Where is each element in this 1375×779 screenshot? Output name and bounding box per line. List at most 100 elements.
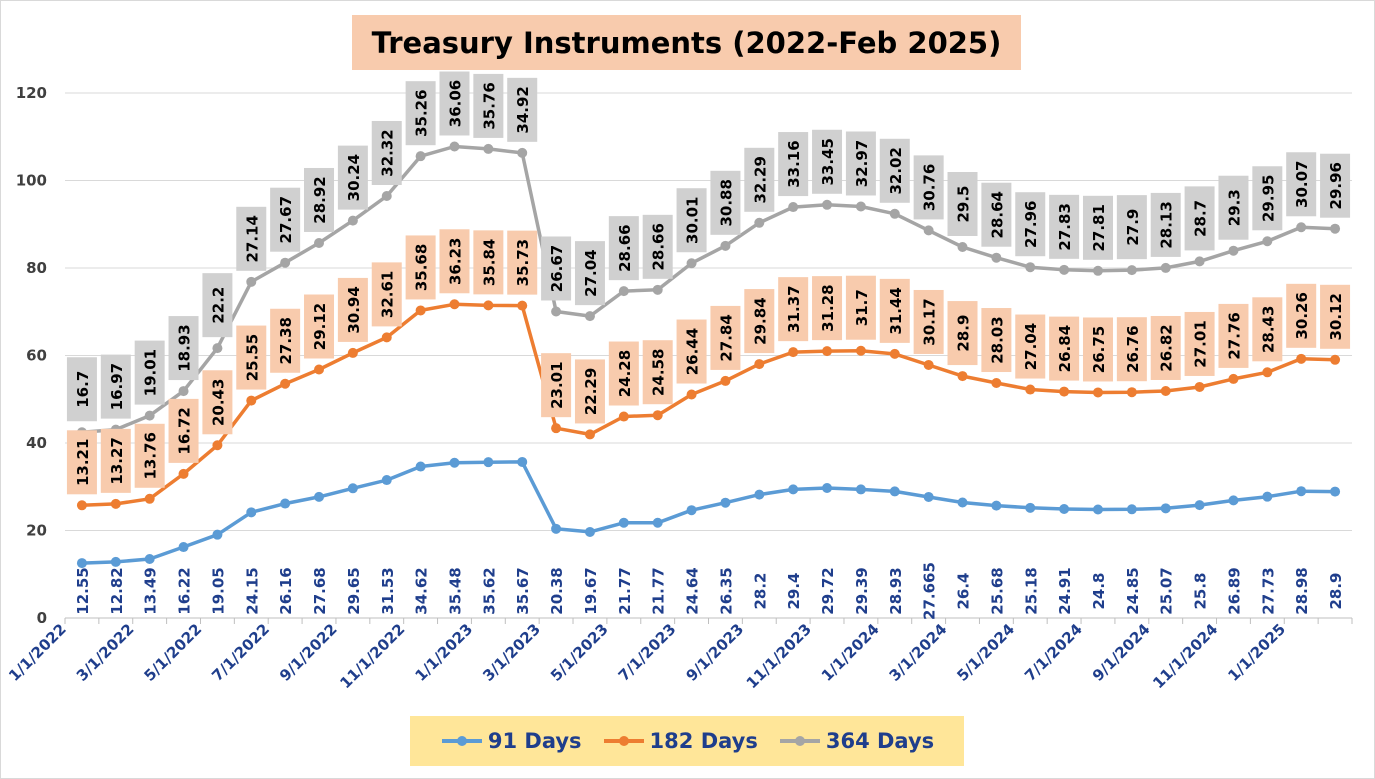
series-91-days-point [652, 517, 663, 528]
series-364-days-data-label: 26.67 [548, 245, 566, 292]
series-364-days-data-label: 28.13 [1158, 201, 1176, 248]
series-364-days-point [1092, 265, 1103, 276]
series-182-days-point [652, 410, 663, 421]
series-91-days-point [1126, 504, 1137, 515]
series-182-days-data-label: 22.29 [582, 368, 600, 415]
series-91-days-data-label: 25.68 [988, 567, 1006, 614]
series-182-days-point [1296, 353, 1307, 364]
series-364-days-point [618, 286, 629, 297]
series-91-days-point [1330, 486, 1341, 497]
series-364-days-label-box [134, 340, 165, 405]
series-182-days-point [957, 371, 968, 382]
series-182-days-label-box [337, 277, 368, 342]
series-364-days-label-box [1049, 194, 1080, 259]
series-91-days-point [314, 491, 325, 502]
legend-item: 182 Days [602, 729, 758, 753]
series-91-days-data-label: 12.82 [108, 567, 126, 614]
series-91-days-point [788, 484, 799, 495]
series-182-days-label-box [778, 277, 809, 342]
x-tick-label: 3/1/2023 [479, 620, 544, 685]
series-182-days-point [347, 347, 358, 358]
series-182-days-data-label: 13.21 [74, 439, 92, 486]
series-364-days-point [178, 386, 189, 397]
series-91-days-point [212, 529, 223, 540]
series-182-days-data-label: 27.84 [717, 314, 735, 361]
series-182-days-point [788, 347, 799, 358]
series-364-days-point [855, 201, 866, 212]
series-364-days-label-box [337, 145, 368, 210]
series-364-days-label-box [913, 155, 944, 220]
series-182-days-data-label: 13.76 [142, 432, 160, 479]
x-tick-label: 7/1/2023 [615, 620, 680, 685]
series-182-days-data-label: 28.03 [988, 316, 1006, 363]
series-91-days-data-label: 21.77 [616, 567, 634, 614]
series-364-days-data-label: 19.01 [142, 349, 160, 396]
series-91-days-data-label: 26.89 [1225, 567, 1243, 614]
series-182-days-label-box [1015, 314, 1046, 379]
series-182-days-label-box [202, 370, 233, 435]
series-182-days-point [720, 375, 731, 386]
series-182-days-data-label: 27.38 [277, 317, 295, 364]
series-364-days-data-label: 27.96 [1022, 200, 1040, 247]
series-364-days-point [889, 208, 900, 219]
series-91-days-data-label: 34.62 [413, 567, 431, 614]
series-364-days-point [957, 242, 968, 252]
series-182-days-label-box [1252, 297, 1283, 362]
series-182-days-label-box [439, 229, 470, 294]
series-91-days-point [1296, 486, 1307, 497]
series-91-days-point [923, 491, 934, 502]
series-182-days-data-label: 25.55 [243, 334, 261, 381]
series-91-days-point [144, 553, 155, 564]
series-364-days-point [1160, 262, 1171, 273]
series-364-days-label-box [845, 131, 876, 196]
series-364-days-label-box [473, 73, 504, 138]
legend-swatch [779, 736, 820, 746]
series-182-days-label-box [947, 301, 978, 366]
legend-item: 364 Days [778, 729, 934, 753]
series-182-days-data-label: 27.76 [1225, 312, 1243, 359]
series-182-days-data-label: 13.27 [108, 437, 126, 484]
series-91-days-line [81, 460, 1336, 565]
series-182-days-point [1262, 367, 1273, 378]
series-182-days-point [144, 493, 155, 504]
series-182-days-data-label: 30.94 [345, 286, 363, 333]
series-364-days-data-label: 29.95 [1259, 175, 1277, 222]
series-91-days-data-label: 29.65 [345, 567, 363, 614]
series-182-days-point [1092, 387, 1103, 398]
series-91-days-data-label: 29.4 [785, 572, 803, 609]
series-364-days-label-box [1116, 195, 1147, 260]
series-182-days-label-box [134, 423, 165, 488]
series-182-days-data-label: 31.44 [887, 287, 905, 334]
series-182-days-data-label: 16.72 [176, 407, 194, 454]
series-182-days-data-label: 26.82 [1158, 324, 1176, 371]
series-364-days-point [212, 343, 223, 354]
series-182-days-line [81, 302, 1336, 508]
x-tick-label: 5/1/2022 [141, 620, 206, 685]
series-91-days-point [415, 461, 426, 472]
series-91-days-data-label: 26.16 [277, 567, 295, 614]
series-182-days-data-label: 30.17 [921, 298, 939, 345]
series-91-days-point [347, 483, 358, 494]
series-364-days-point [1296, 222, 1307, 233]
series-364-days-point [788, 202, 799, 213]
series-182-days-point [1194, 381, 1205, 392]
series-364-days-point [652, 284, 663, 295]
series-364-days-label-box [541, 236, 572, 301]
series-182-days-point [618, 411, 629, 422]
series-182-days-point [754, 359, 765, 370]
x-tick-label: 1/1/2022 [5, 620, 70, 685]
legend-label: 364 Days [825, 729, 935, 753]
series-364-days-point [449, 141, 460, 152]
series-182-days-data-label: 24.58 [650, 348, 668, 395]
series-364-days-point [720, 240, 731, 251]
series-182-days-point [517, 300, 528, 311]
series-182-days-data-label: 28.9 [955, 315, 973, 352]
series-182-days-label-box [168, 398, 199, 463]
series-91-days-data-label: 24.15 [243, 567, 261, 614]
series-182-days-point [855, 345, 866, 356]
series-364-days-label-box [608, 216, 639, 281]
series-91-days-point [246, 507, 257, 518]
series-182-days-label-box [1049, 316, 1080, 381]
y-tick-label: 60 [26, 347, 47, 365]
series-364-days-data-label: 29.96 [1327, 162, 1345, 209]
